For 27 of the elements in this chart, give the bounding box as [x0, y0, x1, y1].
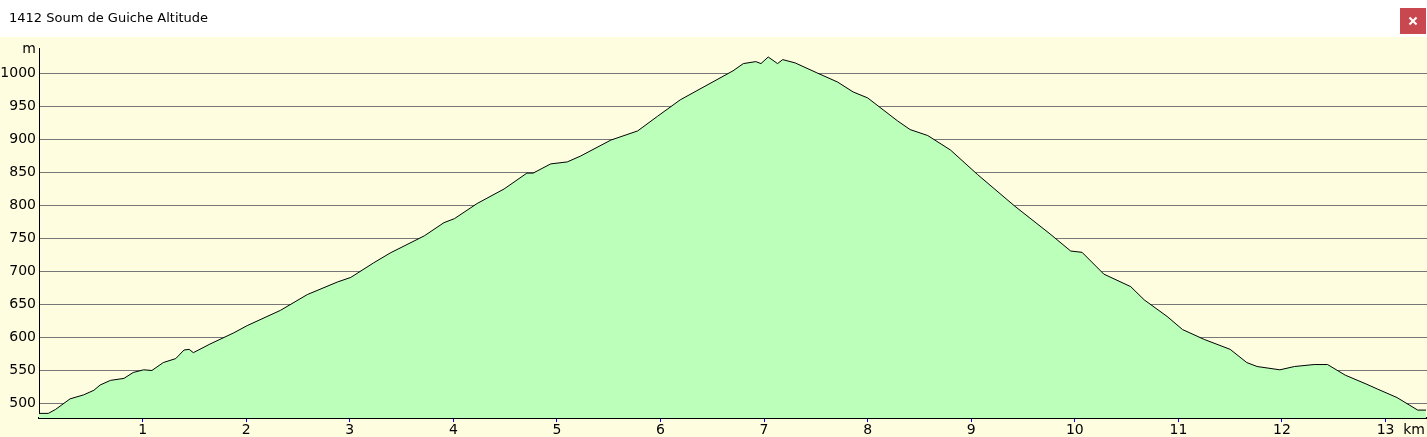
x-tick-label: 1	[138, 421, 148, 437]
x-tick-label: 7	[759, 421, 769, 437]
y-tick-label: 550	[9, 361, 36, 378]
x-tick-label: 8	[863, 421, 873, 437]
y-tick-label: 600	[9, 328, 36, 345]
x-tick-label: 11	[1169, 421, 1188, 437]
x-tick-label: 10	[1065, 421, 1084, 437]
x-tick-label: 3	[345, 421, 355, 437]
y-tick-label: 1000	[0, 64, 36, 81]
y-tick-label: 700	[9, 262, 36, 279]
chart-title: 1412 Soum de Guiche Altitude	[9, 10, 209, 25]
x-tick-label: 5	[552, 421, 562, 437]
x-tick-label: 2	[241, 421, 251, 437]
y-tick-label: 950	[9, 97, 36, 114]
x-tick-label: 9	[966, 421, 976, 437]
y-tick-label: 650	[9, 295, 36, 312]
x-tick-label: 12	[1273, 421, 1291, 437]
y-tick-label: 500	[9, 394, 36, 411]
y-axis-title: m	[22, 39, 36, 56]
y-tick-label: 800	[9, 196, 36, 213]
x-tick-label: 4	[448, 421, 458, 437]
x-axis-title: km	[1403, 420, 1425, 437]
y-tick-label: 900	[9, 130, 36, 147]
y-tick-label: 850	[9, 163, 36, 180]
x-tick-label: 6	[656, 421, 666, 437]
y-tick-label: 750	[9, 229, 36, 246]
x-tick-label: 13	[1376, 421, 1395, 437]
